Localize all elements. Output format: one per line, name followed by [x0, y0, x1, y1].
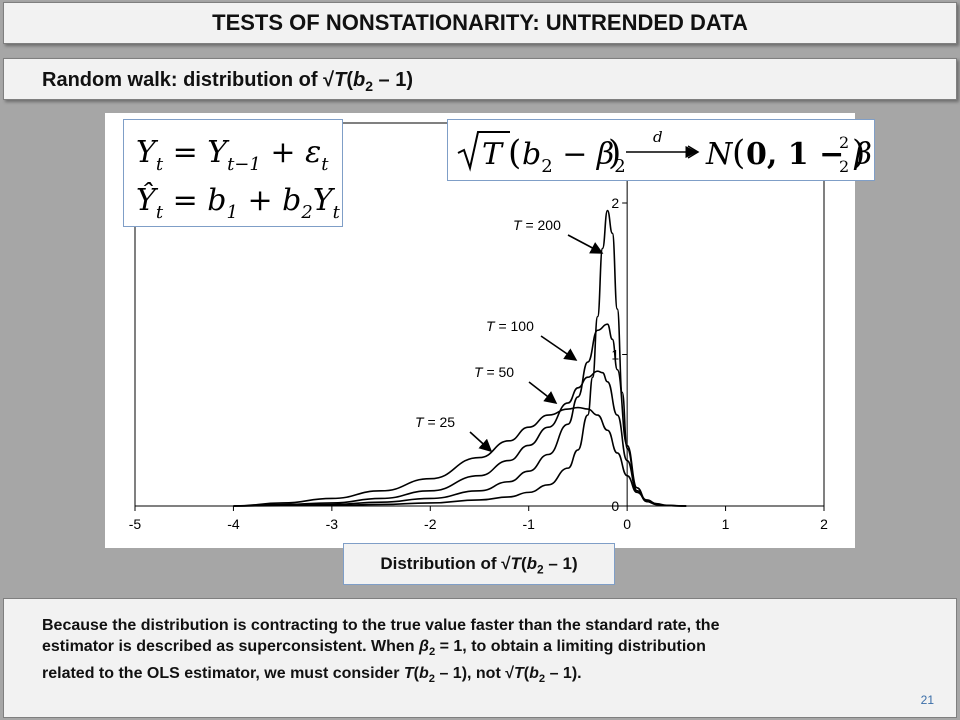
svg-text:): )	[608, 133, 621, 173]
title-bar: TESTS OF NONSTATIONARITY: UNTRENDED DATA	[3, 2, 957, 44]
series-line	[233, 406, 687, 507]
model-equations: Yt = Yt−1 + εt Ŷt = b1 + b2Yt−1	[136, 135, 366, 223]
svg-text:(: (	[508, 133, 521, 173]
annotation-arrow	[540, 335, 578, 361]
page-number: 21	[920, 693, 934, 707]
series-annotation: T = 50	[474, 364, 514, 380]
x-tick-label: -4	[227, 516, 240, 532]
series-line	[233, 323, 687, 507]
limit-distribution-box: T ( b2 − β2 ) d N ( 0, 1 − β 2 2 )	[447, 119, 875, 181]
svg-text:2: 2	[839, 133, 849, 152]
svg-text:T: T	[482, 137, 504, 172]
series-annotation: T = 25	[415, 414, 455, 430]
series-annotation: T = 100	[486, 318, 534, 334]
x-tick-label: -2	[424, 516, 437, 532]
annotation-arrow	[567, 234, 604, 254]
random-walk-equation: Yt = Yt−1 + εt	[136, 135, 329, 175]
y-tick-label: 2	[611, 195, 619, 211]
series-annotation: T = 200	[513, 217, 561, 233]
subtitle-bar: Random walk: distribution of √T(b2 – 1)	[3, 58, 957, 100]
slide-subtitle: Random walk: distribution of √T(b2 – 1)	[42, 69, 414, 94]
svg-text:(: (	[732, 133, 745, 173]
series-line	[233, 209, 687, 507]
svg-text:0, 1 − β: 0, 1 − β	[746, 137, 872, 172]
svg-text:2: 2	[839, 157, 849, 176]
x-tick-label: -3	[326, 516, 339, 532]
x-tick-label: 1	[722, 516, 730, 532]
x-tick-label: 2	[820, 516, 828, 532]
slide-title: TESTS OF NONSTATIONARITY: UNTRENDED DATA	[212, 10, 748, 35]
model-equations-box: Yt = Yt−1 + εt Ŷt = b1 + b2Yt−1	[123, 119, 366, 227]
explanation-panel: Because the distribution is contracting …	[3, 598, 957, 718]
explanation-text: Because the distribution is contracting …	[42, 617, 720, 686]
series-line	[233, 370, 687, 507]
x-tick-label: -1	[522, 516, 535, 532]
fitted-regression-equation: Ŷt = b1 + b2Yt−1	[136, 182, 341, 223]
annotation-arrow	[528, 381, 558, 404]
svg-text:d: d	[653, 128, 663, 146]
svg-text:): )	[852, 133, 865, 173]
chart-caption: Distribution of √T(b2 – 1)	[343, 543, 615, 585]
svg-text:N: N	[705, 137, 734, 172]
x-tick-label: 0	[623, 516, 631, 532]
svg-text:b2 − β2: b2 − β2	[522, 137, 626, 177]
annotation-arrow	[469, 431, 493, 453]
x-tick-label: -5	[129, 516, 142, 532]
limit-distribution-equation: T ( b2 − β2 ) d N ( 0, 1 − β 2 2 )	[457, 128, 872, 177]
y-tick-label: 0	[611, 498, 619, 514]
